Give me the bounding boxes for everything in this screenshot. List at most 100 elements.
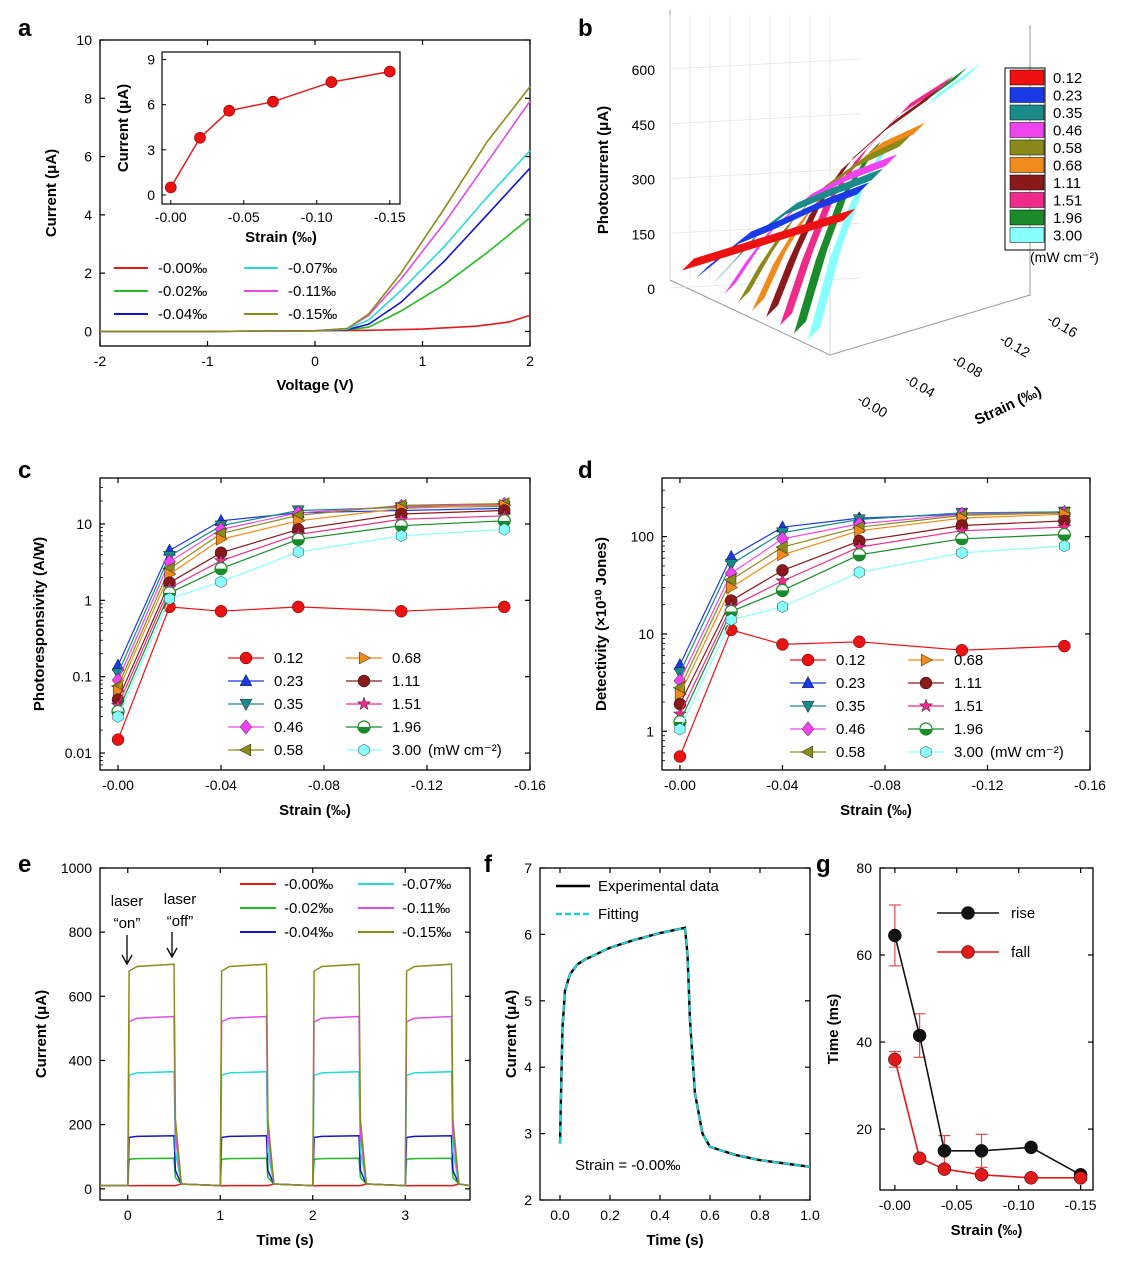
chart-a-inset-line [170,70,390,188]
chart-b-strain-tick-label-3: -0.12 [997,331,1033,361]
chart-a-series-line-5 [100,86,531,333]
chart-c-point-0-3 [292,600,305,614]
chart-e-xtick-3-label: 3 [401,1207,409,1223]
chart-d-legend-marker-8 [919,722,933,736]
chart-d-point-9-3 [853,566,865,579]
chart-b-legend-label-1: 0.23 [1053,88,1082,105]
chart-d-legend-marker-9 [920,745,932,759]
chart-c-legend-marker-1 [239,673,253,686]
chart-a-inset-xtick-label-0: -0.00 [155,209,187,225]
chart-f-annotation: Strain = -0.00‰ [575,1157,680,1174]
chart-a-legend-label-0: -0.00‰ [158,260,207,277]
panel-label-b: b [578,15,593,42]
chart-b-legend-label-0: 0.12 [1053,70,1082,87]
chart-f-ytick-5-label: 7 [524,860,532,876]
chart-c-legend-label-5: 0.68 [392,650,421,667]
chart-a-inset-xtick-label-3: -0.15 [374,209,406,225]
chart-c-ytick-2-label: 1 [84,592,92,608]
chart-c-xtick-2-label: -0.08 [308,777,340,793]
chart-d-series-line-7 [679,526,1065,715]
chart-c-series-line-5 [117,504,505,692]
chart-b-ztick-label-3: 450 [632,117,656,133]
chart-g-ytick-2-label: 60 [856,947,872,963]
chart-d-legend-label-7: 1.51 [954,698,983,715]
chart-e-xlabel: Time (s) [256,1232,313,1249]
chart-a-inset-frame [161,51,401,205]
chart-d-point-9-0 [674,722,686,736]
chart-c-legend-marker-4 [238,743,252,757]
chart-d-series-line-3 [679,512,1065,682]
chart-c-xtick-1-label: -0.04 [205,777,237,793]
chart-c-point-5-2 [215,532,229,546]
chart-f-xtick-5-label: 1.0 [800,1207,820,1223]
chart-c-legend-label-3: 0.46 [274,719,303,736]
chart-c-ytick-3-label: 10 [76,516,92,532]
chart-b-ztick-label-0: 0 [647,281,655,297]
chart-c-legend-marker-7 [356,696,372,711]
chart-g-series-line-0 [894,935,1081,1176]
chart-c-legend-marker-8 [357,720,371,734]
chart-d-legend-label-0: 0.12 [836,652,865,669]
chart-b-legend-swatch-8 [1009,209,1045,226]
chart-b-strain-tick-label-2: -0.08 [950,351,986,381]
marker-half-fill [292,539,305,546]
chart-d-point-2-1 [724,559,738,572]
chart-d-point-5-3 [854,524,867,538]
chart-e-legend-label-4: -0.11‰ [402,900,450,917]
chart-b-strain-tick-label-4: -0.16 [1045,311,1081,341]
chart-b-legend-frame [1004,67,1046,251]
chart-a-ytick-1-label: 2 [84,265,92,281]
chart-b-legend-swatch-6 [1009,174,1045,191]
chart-e-legend-label-2: -0.04‰ [284,924,333,941]
chart-d-ylabel: Detectivity (×10¹⁰ Jones) [593,537,610,711]
chart-d-legend-label-5: 0.68 [954,652,983,669]
chart-a-ytick-4-label: 8 [84,90,92,106]
chart-g-frame [879,867,1094,1191]
chart-f-legend-label-1: Fitting [598,906,639,923]
chart-f-ytick-2-label: 4 [524,1059,532,1075]
chart-d-point-9-4 [956,546,968,560]
chart-c-series-line-8 [117,520,505,712]
chart-b-grid-h-4 [669,58,861,70]
chart-e-xtick-2-label: 2 [309,1207,317,1223]
chart-e-annot-off-2: “off” [167,913,193,930]
chart-f-ylabel: Current (μA) [503,990,520,1078]
chart-g-legend-marker-1 [961,945,975,959]
chart-e-ytick-1-label: 200 [69,1117,93,1133]
chart-d-point-0-2 [776,638,789,651]
chart-a-ytick-3-label: 6 [84,149,92,165]
chart-e-arrow-off [166,932,178,959]
chart-b-ribbon-0-35 [710,168,884,287]
chart-g-ytick-1-label: 40 [856,1034,872,1050]
chart-d-legend-label-2: 0.35 [836,698,865,715]
chart-b-legend-swatch-1 [1009,87,1045,103]
chart-a-inset-point-1 [194,131,206,144]
chart-c-legend-label-1: 0.23 [274,673,303,690]
chart-b-legend-label-9: 3.00 [1053,228,1082,245]
chart-e-ytick-5-label: 1000 [61,860,92,876]
chart-d-series-line-9 [679,545,1065,730]
chart-e-ytick-3-label: 600 [69,988,93,1004]
chart-c-xlabel: Strain (‰) [279,802,351,819]
chart-f-ytick-0-label: 2 [524,1192,532,1208]
chart-d-point-5-0 [674,687,687,701]
chart-c-ytick-0-label: 0.01 [65,745,92,761]
chart-d-xtick-4-label: -0.16 [1074,777,1106,793]
chart-c-legend-marker-3 [239,719,253,735]
chart-b-legend-unit: (mW cm⁻²) [1030,249,1099,265]
chart-b-legend-label-8: 1.96 [1053,210,1082,227]
chart-g-legend-label-0: rise [1011,905,1035,922]
chart-d-legend-unit: (mW cm⁻²) [990,744,1064,761]
chart-a-inset-point-5 [383,65,396,78]
chart-f-ytick-3-label: 5 [524,993,532,1009]
chart-a-inset-xlabel: Strain (‰) [245,229,317,246]
marker-half-fill [853,554,866,561]
chart-e-ytick-0-label: 0 [84,1181,92,1197]
chart-a-legend-label-2: -0.04‰ [158,306,207,323]
chart-g-xtick-0-label: -0.00 [879,1197,911,1213]
chart-d-legend-label-4: 0.58 [836,744,865,761]
chart-b-ylabel: Photocurrent (μA) [595,106,612,234]
panel-label-f: f [484,851,493,878]
chart-d-series-line-0 [679,629,1065,757]
chart-g-xlabel: Strain (‰) [951,1222,1023,1239]
